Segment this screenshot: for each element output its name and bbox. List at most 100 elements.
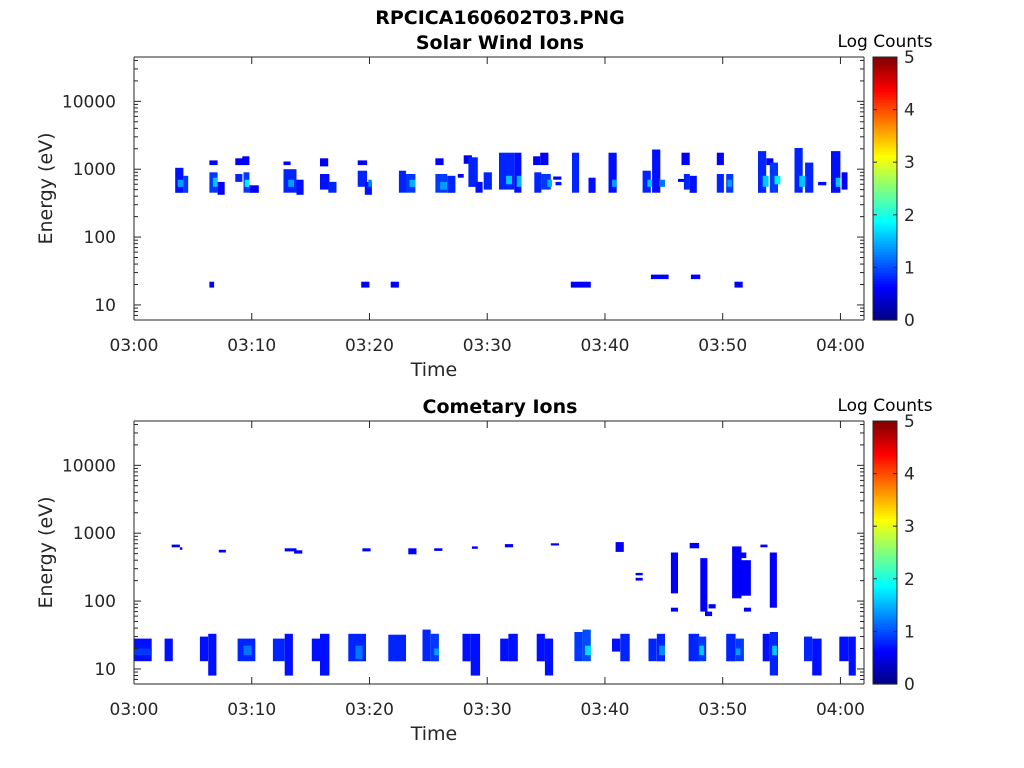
colorbar-segment [873,227,897,232]
heatmap-cell [471,546,478,549]
colorbar-segment [873,597,897,601]
heatmap-cell [762,633,770,662]
heatmap-cell [355,645,363,659]
heatmap-cell [328,181,337,193]
colorbar-segment [873,191,897,195]
heatmap-cell [536,633,545,662]
colorbar-segment [873,235,897,240]
heatmap-cell [462,633,471,662]
heatmap-cell [553,176,562,180]
colorbar-segment [873,214,897,219]
colorbar-segment [873,185,897,190]
heatmap-cell [283,161,291,166]
colorbar-segment [873,439,897,443]
colorbar-segment [873,655,897,659]
colorbar-segment [873,296,897,300]
colorbar-segment [873,649,897,654]
colorbar-segment [873,275,897,279]
colorbar-segment [873,291,897,295]
heatmap-cell [743,607,751,612]
colorbar-segment [873,70,897,74]
colorbar-segment [873,476,897,480]
colorbar-segment [873,660,897,664]
colorbar-segment [873,510,897,514]
heatmap-cell [835,177,841,187]
heatmap-cell [171,544,180,548]
heatmap-cell [681,152,690,166]
colorbar-segment [873,267,897,271]
colorbar-segment [873,670,897,675]
heatmap-cell [774,175,781,185]
colorbar-tick-label: 1 [904,258,915,278]
colorbar-segment [873,528,897,533]
heatmap-cell [457,174,464,178]
colorbar-segment [873,64,897,69]
heatmap-cell [652,149,661,193]
heatmap-cell [361,281,370,288]
colorbar-segment [873,109,897,113]
heatmap-cell [368,179,372,187]
heatmap-cell [689,175,697,193]
heatmap-cell [506,175,512,185]
colorbar-segment [873,314,897,318]
heatmap-cell [848,636,856,676]
colorbar-segment [873,277,897,282]
x-tick-label: 03:50 [698,700,747,720]
heatmap-cell [362,548,371,552]
heatmap-cell [550,543,559,546]
colorbar-segment [873,172,897,176]
colorbar-segment [873,442,897,446]
heatmap-cell [388,634,406,662]
colorbar-segment [873,465,897,469]
heatmap-cell [364,181,372,195]
colorbar-segment [873,507,897,512]
colorbar-segment [873,468,897,472]
heatmap-cell [534,172,542,193]
heatmap-cell [708,604,716,609]
heatmap-cell [635,572,643,576]
heatmap-cell [648,638,657,662]
heatmap-cell [320,174,330,190]
colorbar-segment [873,177,897,182]
figure-filename: RPCICA160602T03.PNG [375,7,625,29]
colorbar-segment [873,568,897,572]
heatmap-cell [483,172,492,190]
colorbar-segment [873,481,897,485]
heatmap-cell [804,636,813,662]
colorbar-segment [873,599,897,604]
colorbar-segment [873,220,897,224]
colorbar-segment [873,552,897,556]
colorbar-segment [873,301,897,305]
colorbar-segment [873,576,897,580]
x-tick-label: 03:40 [580,700,629,720]
colorbar-segment [873,513,897,517]
colorbar-segment [873,59,897,63]
colorbar-segment [873,114,897,119]
heatmap-cell [243,645,252,656]
heatmap-cell [758,151,767,193]
colorbar-segment [873,75,897,79]
heatmap-cell [727,179,733,187]
heatmap-cell [612,638,621,652]
heatmap-cell [209,160,218,166]
colorbar-segment [873,623,897,627]
heatmap-cell [635,577,643,581]
panel-title: Cometary Ions [423,396,578,418]
heatmap-cell [447,175,456,193]
colorbar-segment [873,135,897,140]
heatmap-cell [831,151,841,193]
colorbar-segment [873,605,897,609]
colorbar-segment [873,143,897,148]
colorbar-segment [873,668,897,672]
colorbar-segment [873,312,897,316]
colorbar-segment [873,62,897,66]
colorbar-segment [873,128,897,132]
colorbar-segment [873,112,897,116]
colorbar-segment [873,421,897,425]
heatmap-cell [588,177,596,193]
heatmap-cell [716,174,724,193]
y-tick-label: 100 [84,228,116,248]
heatmap-cell [839,636,849,662]
colorbar-segment [873,251,897,255]
